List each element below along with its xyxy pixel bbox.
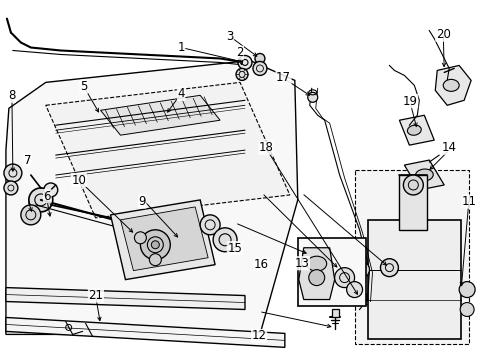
Polygon shape [399, 115, 433, 145]
Ellipse shape [407, 125, 420, 135]
Circle shape [458, 282, 474, 298]
Polygon shape [6, 60, 297, 334]
Bar [331, 310, 338, 318]
Ellipse shape [414, 169, 432, 181]
Polygon shape [101, 95, 220, 135]
Polygon shape [354, 170, 468, 345]
Bar [297, 238, 365, 306]
Circle shape [380, 259, 398, 276]
Text: 13: 13 [294, 257, 309, 270]
Text: 7: 7 [24, 154, 31, 167]
Circle shape [236, 68, 247, 80]
Polygon shape [298, 248, 334, 300]
Circle shape [29, 188, 53, 212]
Text: 18: 18 [259, 141, 273, 154]
Polygon shape [404, 160, 443, 190]
Circle shape [307, 92, 317, 102]
Circle shape [238, 55, 251, 69]
Circle shape [21, 205, 41, 225]
Circle shape [308, 270, 324, 285]
Text: 17: 17 [275, 71, 290, 84]
Polygon shape [367, 220, 460, 339]
Text: 15: 15 [227, 242, 242, 255]
Circle shape [140, 230, 170, 260]
Text: 20: 20 [435, 28, 450, 41]
Circle shape [353, 262, 369, 278]
Text: 11: 11 [461, 195, 476, 208]
Polygon shape [434, 66, 470, 105]
Text: 2: 2 [235, 46, 243, 59]
Text: 21: 21 [88, 289, 103, 302]
Text: 12: 12 [251, 329, 266, 342]
Circle shape [459, 302, 473, 316]
Ellipse shape [306, 256, 326, 271]
Circle shape [213, 228, 237, 252]
Circle shape [4, 164, 22, 182]
Circle shape [200, 215, 220, 235]
Circle shape [149, 254, 161, 266]
Text: 19: 19 [402, 95, 417, 108]
Text: 10: 10 [71, 174, 86, 186]
Text: 14: 14 [441, 141, 456, 154]
Circle shape [252, 62, 266, 75]
Circle shape [254, 54, 264, 63]
Text: 3: 3 [226, 30, 233, 43]
Text: 1: 1 [177, 41, 184, 54]
Circle shape [44, 183, 58, 197]
Text: 6: 6 [43, 190, 51, 203]
Circle shape [151, 241, 159, 249]
Circle shape [334, 268, 354, 288]
Polygon shape [46, 82, 289, 218]
Bar [399, 175, 427, 230]
Text: 4: 4 [177, 87, 184, 100]
Text: 9: 9 [138, 195, 145, 208]
Text: 8: 8 [8, 89, 15, 102]
Polygon shape [120, 207, 208, 271]
Circle shape [346, 282, 362, 298]
Circle shape [134, 232, 146, 244]
Text: 16: 16 [254, 258, 268, 271]
Circle shape [355, 292, 367, 303]
Polygon shape [110, 200, 215, 280]
Polygon shape [6, 288, 244, 310]
Circle shape [4, 181, 18, 195]
Polygon shape [6, 318, 285, 347]
Text: 5: 5 [80, 80, 87, 93]
Ellipse shape [442, 80, 458, 91]
Circle shape [403, 175, 423, 195]
